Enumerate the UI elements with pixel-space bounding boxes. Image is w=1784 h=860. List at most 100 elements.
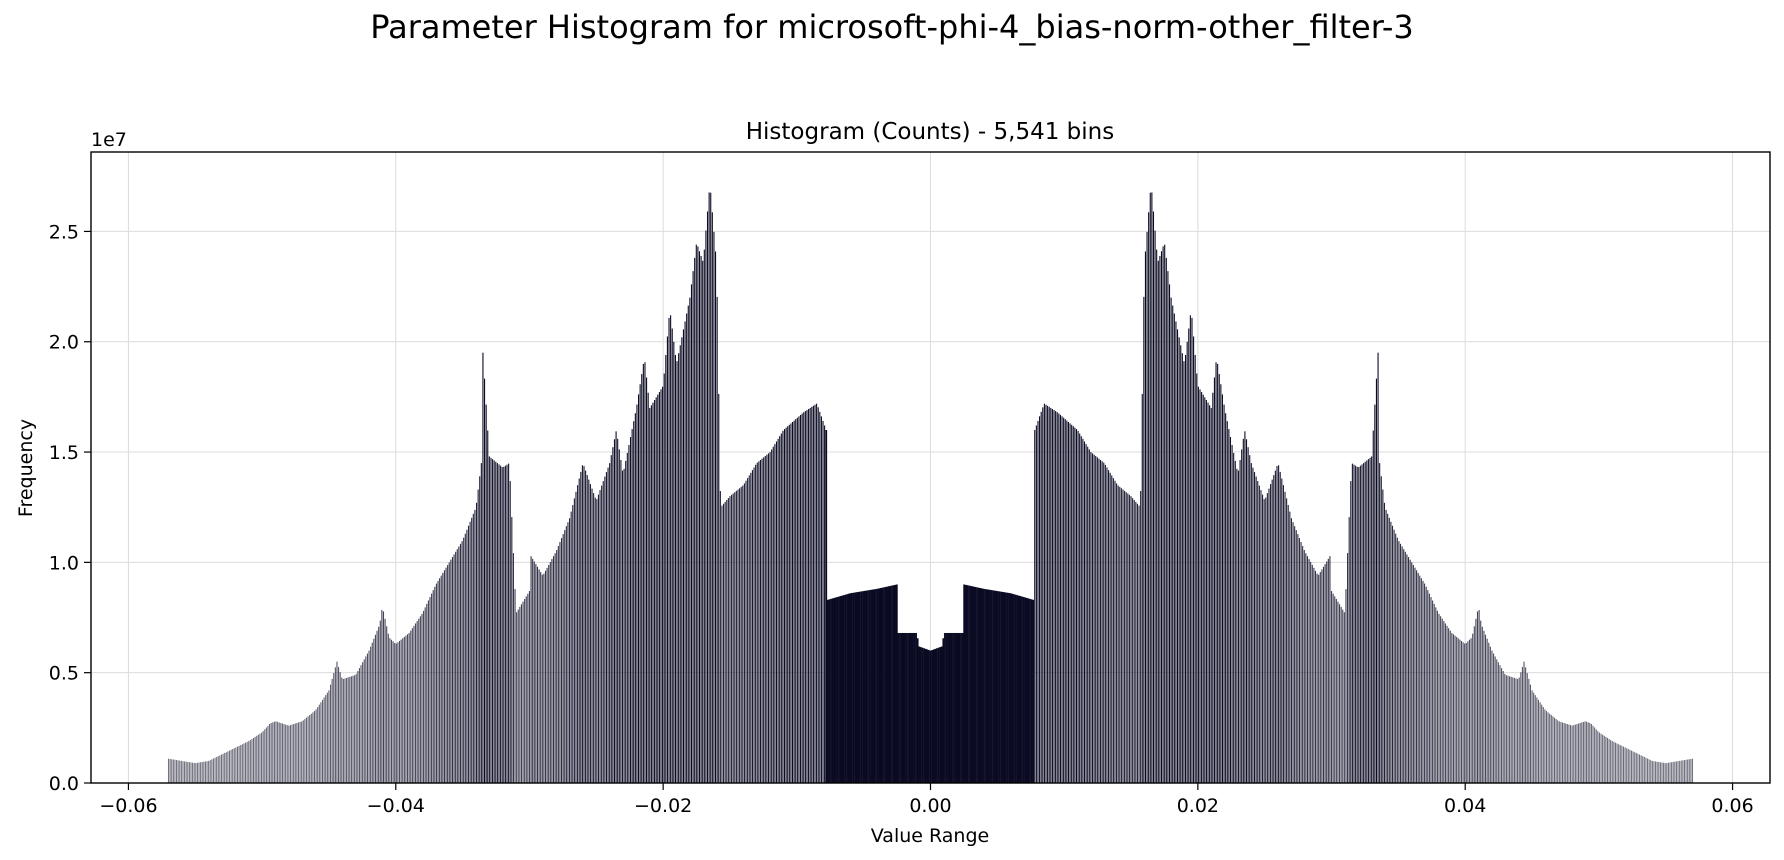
histogram-bar [548,564,550,783]
histogram-bar [265,727,267,783]
histogram-bar [1226,421,1228,783]
histogram-bar [891,585,893,783]
histogram-bar [1677,761,1679,783]
histogram-bar [1656,761,1658,783]
histogram-bar [718,393,720,783]
histogram-bar [759,459,762,783]
histogram-bar [517,609,519,783]
histogram-bar [900,632,903,783]
histogram-bar [1335,598,1337,783]
histogram-bar [1573,725,1575,783]
histogram-bar [394,642,396,783]
histogram-bar [753,467,755,783]
histogram-bar [625,460,627,783]
histogram-bar [1440,616,1442,783]
histogram-bar [808,408,810,783]
histogram-bar [927,650,930,783]
histogram-bar [747,478,749,783]
histogram-bar [711,212,713,783]
histogram-bar [1014,594,1017,783]
histogram-bar [530,556,532,783]
histogram-bar [1013,594,1015,783]
histogram-bar [1648,759,1650,783]
histogram-bar [220,754,223,783]
histogram-bar [1438,613,1440,783]
histogram-bar [1029,598,1031,783]
histogram-bar [1566,724,1568,783]
histogram-bar [798,416,800,783]
histogram-bar [177,760,179,783]
histogram-bar [439,578,441,783]
histogram-bar [208,760,210,783]
histogram-bar [1680,760,1682,783]
histogram-bar [280,722,282,783]
histogram-bar [887,586,890,783]
histogram-bar [895,584,898,783]
histogram-bar [1602,734,1604,783]
histogram-bar [1512,677,1514,783]
histogram-bar [769,452,771,783]
histogram-bar [1404,551,1406,783]
histogram-bar [474,509,476,783]
histogram-bar [1520,672,1522,783]
histogram-bar [1063,417,1065,783]
histogram-bar [993,590,996,783]
histogram-bar [352,675,354,783]
histogram-bar [772,446,774,783]
histogram-bar [865,590,868,783]
histogram-bar [200,762,202,783]
histogram-bar [1298,538,1301,783]
histogram-bar [581,465,583,783]
histogram-bar [1215,362,1217,783]
histogram-bar [232,749,234,783]
histogram-bar [1181,353,1183,783]
histogram-bar [512,553,514,783]
histogram-bar [599,490,601,783]
histogram-bar [560,538,563,783]
histogram-bar [524,598,526,783]
histogram-bar [1294,526,1296,783]
histogram-bar [373,638,375,783]
histogram-bar [654,399,656,783]
histogram-bar [1456,636,1458,783]
histogram-bar [313,711,316,783]
histogram-bar [847,593,850,783]
histogram-bar [771,449,773,783]
histogram-bar [1380,476,1382,783]
histogram-bar [849,593,852,783]
histogram-bar [1273,475,1275,783]
histogram-bar [1209,405,1211,783]
histogram-bar [761,458,763,783]
histogram-bar [461,541,463,783]
histogram-bar [585,470,587,783]
histogram-bar [834,597,837,783]
histogram-bar [467,525,470,783]
histogram-bar [378,626,380,783]
histogram-bar [907,632,909,783]
histogram-bar [1228,429,1230,783]
histogram-bar [990,590,993,783]
histogram-bar [305,717,308,783]
histogram-bar [908,632,911,783]
histogram-bar [915,632,917,783]
histogram-bar [671,328,673,783]
histogram-bar [1550,715,1552,783]
histogram-bar [1398,541,1400,783]
histogram-bar [1488,642,1490,783]
histogram-bar [826,599,829,783]
histogram-bar [634,413,636,783]
y-tick-label: 2.5 [49,221,79,243]
histogram-bar [434,586,436,783]
histogram-bar [1630,750,1633,783]
histogram-bar [1106,467,1108,783]
histogram-bar [646,377,648,783]
histogram-bar [387,633,389,783]
histogram-bar [1300,542,1302,783]
histogram-bar [916,638,919,783]
histogram-bar [1619,745,1621,783]
histogram-bar [1127,493,1129,783]
histogram-bar [1212,392,1214,783]
histogram-bar [1087,446,1089,783]
histogram-bar [1568,724,1570,783]
histogram-bar [755,464,757,783]
